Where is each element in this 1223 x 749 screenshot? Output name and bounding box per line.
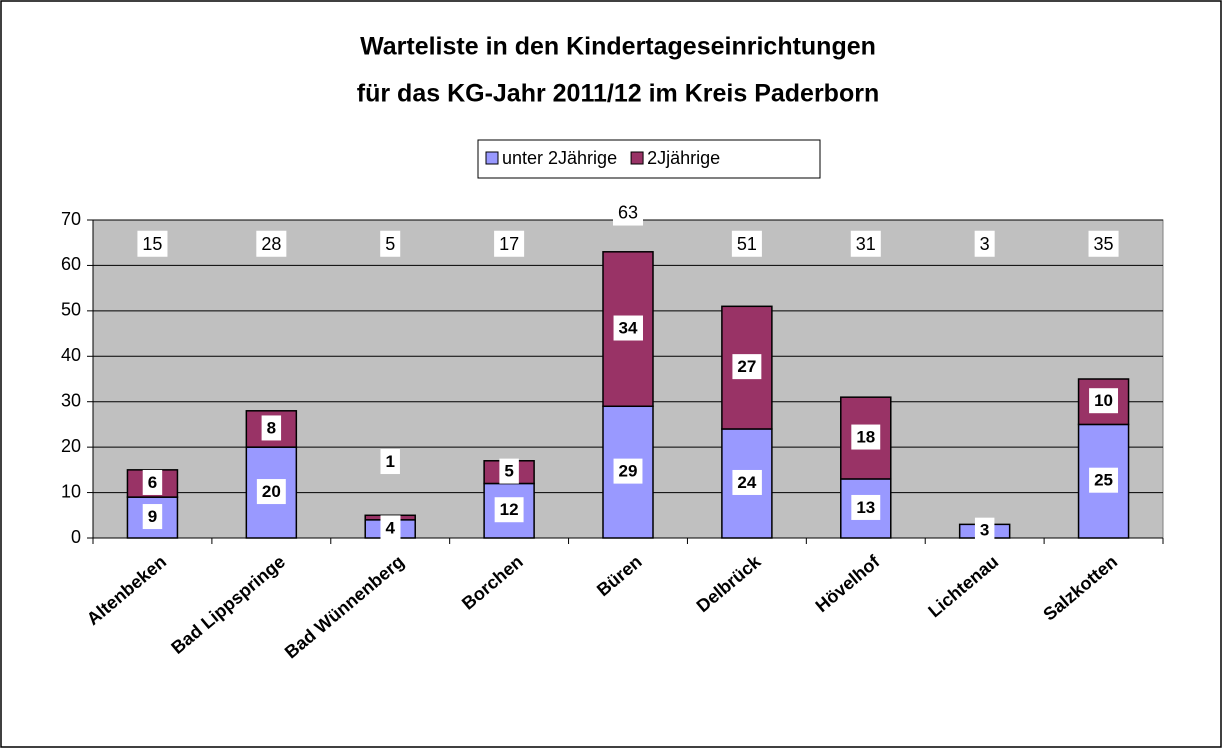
legend-label: 2Jjährige: [647, 148, 720, 168]
value-label: 24: [737, 473, 756, 492]
value-label-bg: [142, 469, 163, 495]
value-label: 25: [1094, 471, 1113, 490]
value-label-bg: [499, 458, 519, 484]
y-tick-label: 50: [61, 300, 81, 320]
total-label: 15: [142, 234, 162, 254]
value-label: 20: [262, 482, 281, 501]
total-label: 17: [499, 234, 519, 254]
value-label-bg: [851, 494, 881, 520]
legend-swatch: [485, 151, 499, 165]
value-label: 4: [385, 518, 395, 537]
value-label: 12: [500, 500, 519, 519]
value-label-bg: [142, 504, 163, 530]
value-label: 10: [1094, 391, 1113, 410]
total-label-bg: [974, 230, 995, 257]
total-label: 51: [737, 234, 757, 254]
value-label-bg: [1089, 467, 1119, 493]
value-label: 18: [856, 428, 875, 447]
value-label: 5: [504, 462, 513, 481]
value-label: 9: [148, 507, 157, 526]
total-label: 3: [980, 234, 990, 254]
value-label: 8: [267, 418, 276, 437]
value-label: 3: [980, 521, 989, 540]
value-label: 27: [737, 357, 756, 376]
value-label-bg: [380, 449, 400, 475]
value-label: 34: [619, 319, 638, 338]
y-tick-label: 70: [61, 209, 81, 229]
value-label-bg: [261, 415, 282, 441]
y-tick-label: 40: [61, 345, 81, 365]
value-label-bg: [1089, 388, 1119, 414]
chart-title: Warteliste in den Kindertageseinrichtung…: [360, 33, 876, 61]
value-label-bg: [613, 458, 643, 484]
total-label: 31: [856, 234, 876, 254]
value-label-bg: [974, 517, 995, 543]
legend: [477, 139, 821, 179]
value-label-bg: [732, 354, 762, 380]
chart-title: für das KG-Jahr 2011/12 im Kreis Paderbo…: [357, 80, 879, 108]
value-label: 29: [619, 462, 638, 481]
legend-swatch: [630, 151, 644, 165]
total-label-bg: [256, 230, 287, 257]
y-tick-label: 60: [61, 254, 81, 274]
bar-segment: [1077, 378, 1130, 426]
value-label: 6: [148, 473, 157, 492]
total-label: 35: [1094, 234, 1114, 254]
value-label-bg: [613, 315, 643, 341]
legend-label: unter 2Jährige: [502, 148, 617, 168]
value-label: 1: [385, 452, 394, 471]
value-label-bg: [256, 479, 286, 505]
total-label: 63: [618, 203, 638, 223]
value-label: 13: [856, 498, 875, 517]
total-label-bg: [1088, 230, 1119, 257]
total-label-bg: [380, 230, 401, 257]
value-label-bg: [380, 515, 401, 541]
total-label-bg: [731, 230, 762, 257]
y-tick-label: 30: [61, 390, 81, 410]
value-label-bg: [851, 424, 881, 450]
value-label-bg: [494, 497, 524, 523]
total-label: 5: [385, 234, 395, 254]
total-label-bg: [137, 230, 168, 257]
y-tick-label: 0: [71, 527, 81, 547]
total-label: 28: [261, 234, 281, 254]
total-label-bg: [494, 230, 525, 257]
y-tick-label: 20: [61, 436, 81, 456]
total-label-bg: [612, 199, 644, 226]
total-label-bg: [850, 230, 881, 257]
value-label-bg: [732, 469, 762, 495]
y-tick-label: 10: [61, 481, 81, 501]
